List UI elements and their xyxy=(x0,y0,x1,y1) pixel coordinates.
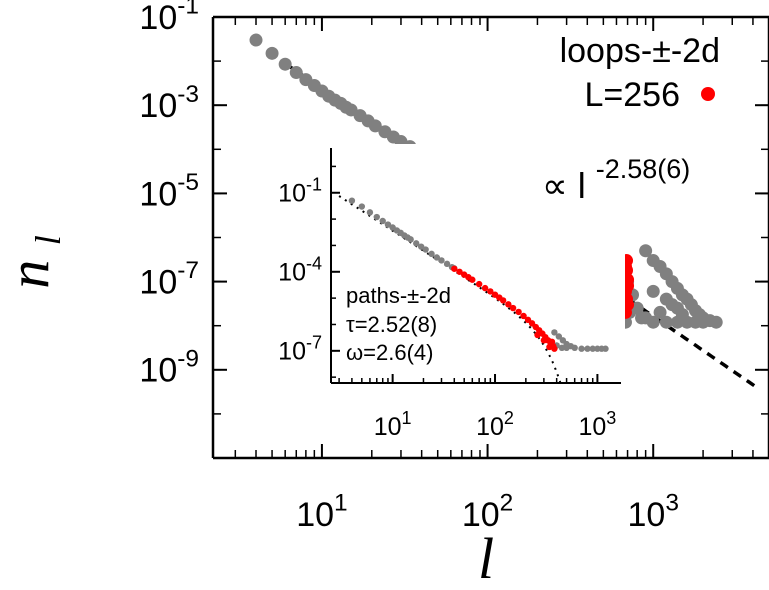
gray-data-point xyxy=(407,236,414,243)
gray-data-point xyxy=(563,344,570,352)
inset-background xyxy=(331,144,625,383)
gray-data-point xyxy=(578,345,585,352)
gray-data-point xyxy=(428,250,435,258)
x-tick-label: 103 xyxy=(627,490,678,534)
gray-data-point xyxy=(289,66,303,80)
gray-data-point xyxy=(584,345,591,352)
gray-data-point xyxy=(571,344,578,352)
red-data-point xyxy=(509,304,517,312)
gray-data-point xyxy=(265,46,279,60)
x-tick-label: 102 xyxy=(476,408,514,441)
x-tick-label: 101 xyxy=(296,490,347,534)
red-data-point xyxy=(546,343,553,351)
gray-data-point xyxy=(384,221,392,228)
gray-data-point xyxy=(368,119,382,133)
inset-annotation-line-1: paths-±-2d xyxy=(346,283,451,308)
fit-label-prefix: ∝ l xyxy=(542,165,586,206)
fit-label: ∝ l -2.58(6) xyxy=(542,154,690,206)
gray-data-point xyxy=(438,257,445,264)
y-tick-label: 10-1 xyxy=(278,174,322,207)
gray-data-point xyxy=(433,254,441,261)
inset-annotation-line-3: ω=2.6(4) xyxy=(346,340,434,365)
red-data-point xyxy=(475,280,483,288)
red-data-point xyxy=(451,265,458,272)
gray-data-point xyxy=(373,213,380,221)
gray-data-point xyxy=(348,197,356,204)
gray-data-point xyxy=(602,345,609,352)
x-tick-label: 103 xyxy=(578,408,616,441)
red-data-point xyxy=(551,345,558,352)
red-data-point xyxy=(456,268,463,275)
gray-data-point xyxy=(659,315,673,329)
red-data-point xyxy=(487,288,494,295)
inset-annotation-line-2: τ=2.52(8) xyxy=(346,312,437,337)
legend-title: loops-±-2d xyxy=(560,32,720,70)
gray-data-point xyxy=(646,284,660,298)
gray-data-point xyxy=(413,240,420,247)
gray-data-point xyxy=(555,333,563,340)
red-data-point xyxy=(469,276,476,283)
red-data-point xyxy=(505,301,512,308)
inset-panel-background xyxy=(331,144,625,383)
y-tick-label: 10-7 xyxy=(278,332,322,365)
gray-data-point xyxy=(278,57,292,71)
red-data-point xyxy=(520,312,527,320)
gray-data-point xyxy=(379,217,386,225)
gray-data-point xyxy=(589,345,596,352)
gray-data-point xyxy=(696,315,710,329)
y-tick-label: 10-9 xyxy=(139,345,199,389)
inset-axes: 101 102 103 10-1 10-4 10-7 xyxy=(278,148,621,441)
y-axis-label-base: n xyxy=(0,260,61,289)
y-axis-label: n l xyxy=(0,235,68,289)
red-data-point xyxy=(548,338,556,345)
x-tick-label: 102 xyxy=(462,490,513,534)
gray-data-point xyxy=(551,329,558,336)
gray-data-point xyxy=(653,305,667,319)
gray-data-point xyxy=(358,203,366,210)
y-axis-label-subscript: l xyxy=(28,235,68,245)
y-tick-label: 10-7 xyxy=(139,257,199,301)
red-data-point xyxy=(499,297,507,304)
x-axis-label: l xyxy=(478,526,494,590)
y-tick-label: 10-1 xyxy=(139,0,199,37)
gray-data-point xyxy=(639,244,653,258)
gray-data-point xyxy=(443,260,451,268)
legend-series-label: L=256 xyxy=(585,76,681,114)
red-data-point xyxy=(515,308,522,316)
y-tick-label: 10-5 xyxy=(139,169,199,213)
red-data-point xyxy=(534,331,541,339)
inset-scatter-points xyxy=(348,197,609,352)
x-tick-label: 101 xyxy=(374,408,412,441)
gray-data-point xyxy=(635,311,649,325)
red-data-point xyxy=(540,337,548,344)
main-axes: 101 102 103 10-1 10-3 10-5 10-7 10-9 xyxy=(139,0,769,534)
gray-data-point xyxy=(709,315,723,329)
gray-data-point xyxy=(670,301,684,315)
gray-data-point xyxy=(422,246,429,253)
y-tick-label: 10-3 xyxy=(139,81,199,125)
gray-data-point xyxy=(659,292,673,306)
gray-data-point xyxy=(249,33,263,47)
legend-marker xyxy=(701,87,715,101)
gray-data-point xyxy=(366,209,374,216)
gray-data-point xyxy=(558,344,566,352)
fit-label-exponent: -2.58(6) xyxy=(596,154,691,184)
red-data-point xyxy=(481,284,489,292)
y-tick-label: 10-4 xyxy=(278,253,322,286)
